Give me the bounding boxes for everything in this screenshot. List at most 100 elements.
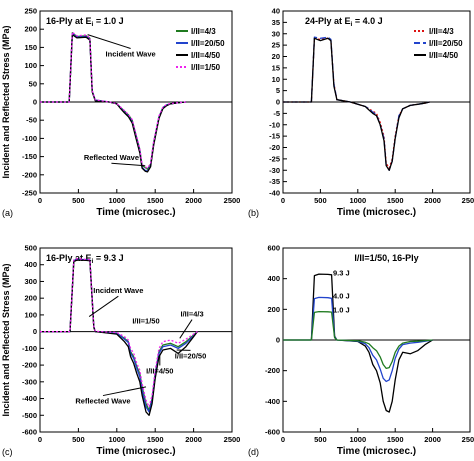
x-tick-label: 500 <box>314 196 327 205</box>
x-tick-label: 500 <box>72 435 85 444</box>
y-tick-label: 200 <box>267 305 280 314</box>
annotation-label: 9.3 J <box>333 269 350 278</box>
y-tick-label: 100 <box>24 310 37 319</box>
annotation-label: I/II=20/50 <box>175 351 206 360</box>
x-tick-label: 1500 <box>147 435 164 444</box>
panel-label: (b) <box>248 208 259 218</box>
series-line-i-ii-4-50 <box>283 37 430 171</box>
series-line-i-ii-4-50 <box>40 34 186 173</box>
chart-title: 16-Ply at Ei = 1.0 J <box>46 16 124 28</box>
annotation-arrow <box>179 319 193 339</box>
x-tick-label: 0 <box>281 435 285 444</box>
y-tick-label: 100 <box>24 61 37 70</box>
y-tick-label: -200 <box>22 361 37 370</box>
annotation-label: I/II=4/50 <box>146 366 173 375</box>
panel-label: (a) <box>2 208 13 218</box>
panel-label: (c) <box>2 447 13 457</box>
legend-label: I/II=20/50 <box>429 39 463 48</box>
y-tick-label: -25 <box>269 154 280 163</box>
y-tick-label: 0 <box>276 336 280 345</box>
x-tick-label: 1000 <box>349 196 366 205</box>
legend-label: I/II=4/50 <box>429 51 459 60</box>
chart-panel-4: 0 500 1000 1500 2000 2500 -600 -400 -200 0 200 400 6… <box>248 244 474 458</box>
y-tick-label: 35 <box>272 18 280 27</box>
y-tick-label: -5 <box>273 109 280 118</box>
annotation-label: Incident Wave <box>93 286 143 295</box>
y-tick-label: -10 <box>269 120 280 129</box>
x-axis-label: Time (microsec.) <box>337 446 416 457</box>
y-tick-label: -400 <box>22 394 37 403</box>
y-tick-label: 30 <box>272 29 280 38</box>
y-axis-label: Incident and Reflected Stress (MPa) <box>1 25 11 178</box>
panel-label: (d) <box>248 447 259 457</box>
series-line-4 <box>40 258 198 408</box>
y-tick-label: -100 <box>22 344 37 353</box>
plot-frame <box>39 247 233 433</box>
annotation-label: Incident Wave <box>106 50 156 59</box>
y-tick-label: 5 <box>276 86 280 95</box>
annotation-label: Reflected Wave <box>84 153 139 162</box>
x-tick-label: 2500 <box>462 196 474 205</box>
y-tick-label: 50 <box>29 79 37 88</box>
y-tick-label: 150 <box>24 43 37 52</box>
chart-title: I/II=1/50, 16-Ply <box>354 253 418 263</box>
annotation-label: I/II=4/3 <box>180 310 203 319</box>
annotation-arrow <box>111 162 146 167</box>
x-tick-label: 2500 <box>224 196 241 205</box>
x-tick-label: 2500 <box>462 435 474 444</box>
y-tick-label: -40 <box>269 189 280 198</box>
chart-panel-3: 0 500 1000 1500 2000 2500-600-500-400-300-200… <box>1 244 240 458</box>
y-tick-label: -100 <box>22 134 37 143</box>
y-tick-label: -200 <box>265 366 280 375</box>
x-tick-label: 2000 <box>424 196 441 205</box>
x-tick-label: 0 <box>38 196 42 205</box>
y-tick-label: 600 <box>267 244 280 253</box>
annotation-label: Reflected Wave <box>75 397 130 406</box>
x-tick-label: 1500 <box>147 196 164 205</box>
y-tick-label: 0 <box>33 98 37 107</box>
y-tick-label: 400 <box>267 274 280 283</box>
x-tick-label: 2000 <box>185 435 202 444</box>
x-tick-label: 1000 <box>108 435 125 444</box>
y-tick-label: 25 <box>272 41 280 50</box>
y-tick-label: 300 <box>24 277 37 286</box>
x-tick-label: 1000 <box>108 196 125 205</box>
series-line-2 <box>283 296 433 383</box>
y-tick-label: 400 <box>24 260 37 269</box>
annotation-label: I/II=1/50 <box>132 316 159 325</box>
y-tick-label: 0 <box>33 327 37 336</box>
legend-label: I/II=20/50 <box>191 39 225 48</box>
chart-panel-1: 0 500 1000 1500 2000 2500 -250 -200 -150 -100 -50 0… <box>1 7 240 219</box>
series-line-i-ii-1-50 <box>40 31 186 169</box>
y-tick-label: -50 <box>26 116 37 125</box>
y-tick-label: -150 <box>22 152 37 161</box>
annotation-label: 1.0 J <box>333 305 350 314</box>
x-tick-label: 2500 <box>224 435 241 444</box>
series-line-3 <box>40 259 198 416</box>
legend-label: I/II=1/50 <box>191 63 221 72</box>
y-tick-label: 20 <box>272 52 280 61</box>
x-axis-label: Time (microsec.) <box>96 446 175 457</box>
y-tick-label: 200 <box>24 294 37 303</box>
annotation-arrow <box>88 295 119 317</box>
x-tick-label: 1500 <box>387 196 404 205</box>
x-tick-label: 0 <box>38 435 42 444</box>
series-line-3 <box>283 310 433 370</box>
y-tick-label: -30 <box>269 166 280 175</box>
y-tick-label: -35 <box>269 177 280 186</box>
legend-label: I/II=4/3 <box>429 27 454 36</box>
y-tick-label: -600 <box>265 428 280 437</box>
y-tick-label: 0 <box>276 98 280 107</box>
y-tick-label: 200 <box>24 25 37 34</box>
x-axis-label: Time (microsec.) <box>96 207 175 218</box>
chart-title: 16-Ply at Ei = 9.3 J <box>46 253 124 265</box>
x-tick-label: 1500 <box>387 435 404 444</box>
x-axis-label: Time (microsec.) <box>337 207 416 218</box>
legend-label: I/II=4/3 <box>191 27 216 36</box>
chart-panel-2: 0 500 1000 1500 2000 2500 -40 -35 -30 -25 -20 -15 -1… <box>248 7 474 219</box>
y-tick-label: 250 <box>24 7 37 16</box>
annotation-label: 4.0 J <box>333 292 350 301</box>
y-axis-label: Incident and Reflected Stress (MPa) <box>1 263 11 416</box>
y-tick-label: 10 <box>272 75 280 84</box>
